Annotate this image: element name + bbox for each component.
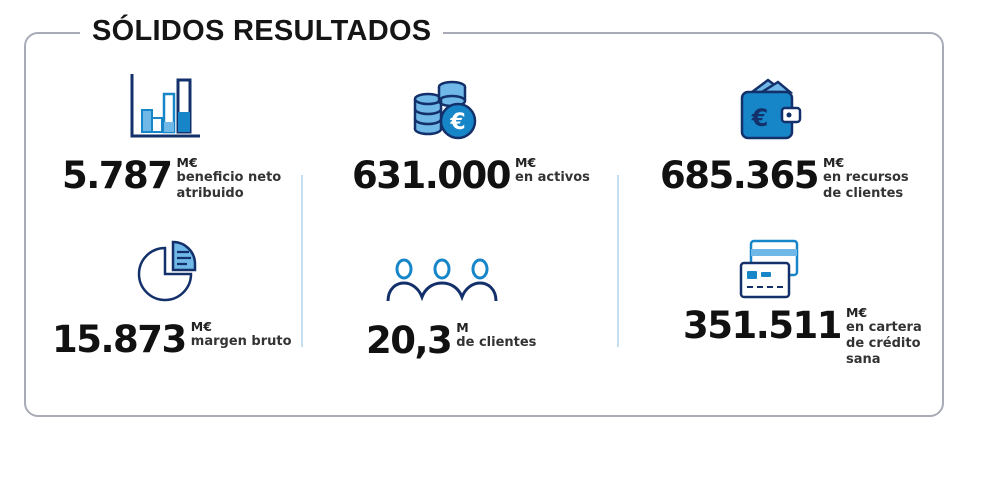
stat-unit: M€: [190, 319, 212, 334]
stat-label: en recursos de clientes: [823, 170, 909, 201]
pie-chart-document-icon: [137, 240, 197, 302]
customers-group-icon: [386, 258, 498, 302]
stat-unit: M€: [176, 155, 198, 170]
stat-label: de clientes: [456, 335, 537, 350]
stat-customers: 20,3 M de clientes: [366, 321, 536, 361]
stat-value: 631.000: [352, 154, 512, 197]
stat-customer-funds: 685.365 M€ en recursos de clientes: [660, 156, 909, 202]
svg-text:€: €: [751, 104, 769, 132]
stat-net-profit: 5.787 M€ beneficio neto atribuido: [62, 156, 281, 202]
svg-text:€: €: [449, 110, 465, 135]
section-title: SÓLIDOS RESULTADOS: [80, 13, 444, 49]
stat-value: 20,3: [366, 319, 453, 362]
stat-assets: 631.000 M€ en activos: [352, 156, 590, 196]
stat-value: 351.511: [683, 304, 843, 347]
stat-unit: M€: [846, 305, 868, 320]
stat-label: en cartera de crédito sana: [846, 320, 922, 367]
stat-label: beneficio neto atribuido: [176, 170, 282, 201]
results-panel: [24, 32, 944, 417]
wallet-euro-icon: €: [740, 78, 802, 140]
stat-value: 5.787: [62, 154, 173, 197]
column-divider-left: [301, 175, 303, 347]
stat-value: 15.873: [52, 318, 187, 361]
stat-credit-portfolio: 351.511 M€ en cartera de crédito sana: [683, 306, 922, 368]
credit-cards-icon: [739, 239, 799, 299]
bar-chart-icon: [130, 74, 200, 138]
stat-gross-margin: 15.873 M€ margen bruto: [52, 320, 292, 360]
stat-label: margen bruto: [190, 334, 292, 349]
stat-label: en activos: [515, 170, 590, 185]
coins-euro-icon: €: [413, 80, 477, 140]
stat-unit: M€: [515, 155, 537, 170]
stat-value: 685.365: [660, 154, 820, 197]
stat-unit: M: [456, 320, 469, 335]
column-divider-right: [617, 175, 619, 347]
stat-unit: M€: [823, 155, 845, 170]
